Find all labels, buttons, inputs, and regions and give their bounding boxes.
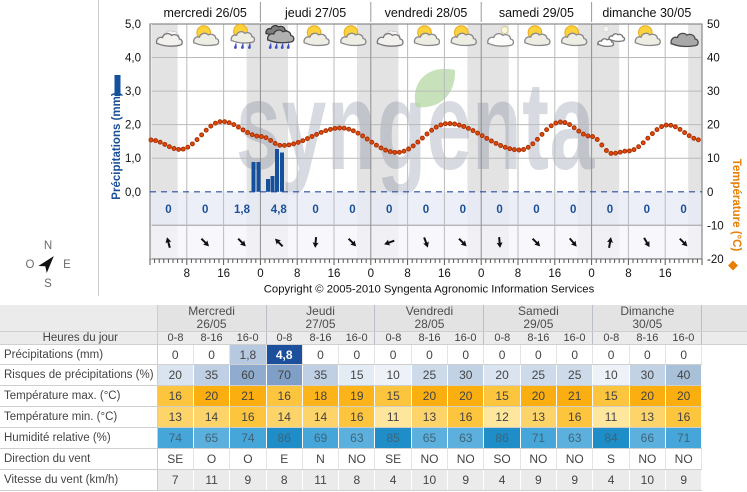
svg-text:8: 8 [515, 268, 521, 280]
svg-text:0: 0 [257, 268, 263, 280]
svg-text:S: S [44, 278, 52, 290]
svg-text:0: 0 [368, 268, 374, 280]
svg-text:3,0: 3,0 [125, 86, 141, 98]
svg-text:samedi 29/05: samedi 29/05 [499, 6, 574, 20]
svg-text:0: 0 [349, 204, 355, 216]
svg-text:30: 30 [707, 86, 720, 98]
svg-text:16: 16 [548, 268, 561, 280]
svg-text:0: 0 [460, 204, 466, 216]
svg-text:0: 0 [570, 204, 576, 216]
svg-text:-10: -10 [707, 220, 724, 232]
svg-text:50: 50 [707, 19, 720, 31]
svg-text:mercredi 26/05: mercredi 26/05 [164, 6, 247, 20]
svg-text:10: 10 [707, 153, 720, 165]
svg-text:8: 8 [625, 268, 631, 280]
svg-text:0: 0 [312, 204, 318, 216]
svg-text:2,0: 2,0 [125, 120, 141, 132]
svg-text:vendredi 28/05: vendredi 28/05 [385, 6, 468, 20]
svg-text:0,0: 0,0 [125, 187, 141, 199]
svg-text:8: 8 [184, 268, 190, 280]
svg-text:8: 8 [404, 268, 410, 280]
svg-text:0: 0 [680, 204, 686, 216]
svg-text:16: 16 [217, 268, 230, 280]
svg-text:1,8: 1,8 [234, 204, 251, 216]
svg-text:0: 0 [607, 204, 613, 216]
svg-text:0: 0 [707, 187, 713, 199]
svg-text:jeudi 27/05: jeudi 27/05 [284, 6, 346, 20]
svg-text:40: 40 [707, 53, 720, 65]
svg-text:16: 16 [659, 268, 672, 280]
svg-text:0: 0 [423, 204, 429, 216]
svg-text:0: 0 [496, 204, 502, 216]
svg-text:16: 16 [438, 268, 451, 280]
svg-text:0: 0 [533, 204, 539, 216]
svg-text:8: 8 [294, 268, 300, 280]
svg-text:0: 0 [644, 204, 650, 216]
svg-text:16: 16 [328, 268, 341, 280]
svg-text:20: 20 [707, 120, 720, 132]
svg-text:1,0: 1,0 [125, 153, 141, 165]
svg-text:Précipitations (mm): Précipitations (mm) [111, 92, 123, 200]
svg-text:N: N [44, 240, 52, 252]
svg-text:Copyright © 2005-2010 Syngenta: Copyright © 2005-2010 Syngenta Agronomic… [264, 284, 595, 296]
svg-text:4,8: 4,8 [271, 204, 288, 216]
svg-text:5,0: 5,0 [125, 19, 141, 31]
svg-text:E: E [63, 259, 71, 271]
svg-text:0: 0 [202, 204, 208, 216]
svg-text:syngenta: syngenta [236, 57, 596, 196]
svg-text:dimanche 30/05: dimanche 30/05 [602, 6, 691, 20]
svg-text:0: 0 [588, 268, 594, 280]
svg-text:-20: -20 [707, 254, 724, 266]
svg-text:O: O [26, 259, 35, 271]
svg-text:4,0: 4,0 [125, 53, 141, 65]
svg-text:0: 0 [386, 204, 392, 216]
svg-text:Température (°C): Température (°C) [730, 159, 742, 252]
svg-text:0: 0 [165, 204, 171, 216]
svg-text:0: 0 [478, 268, 484, 280]
